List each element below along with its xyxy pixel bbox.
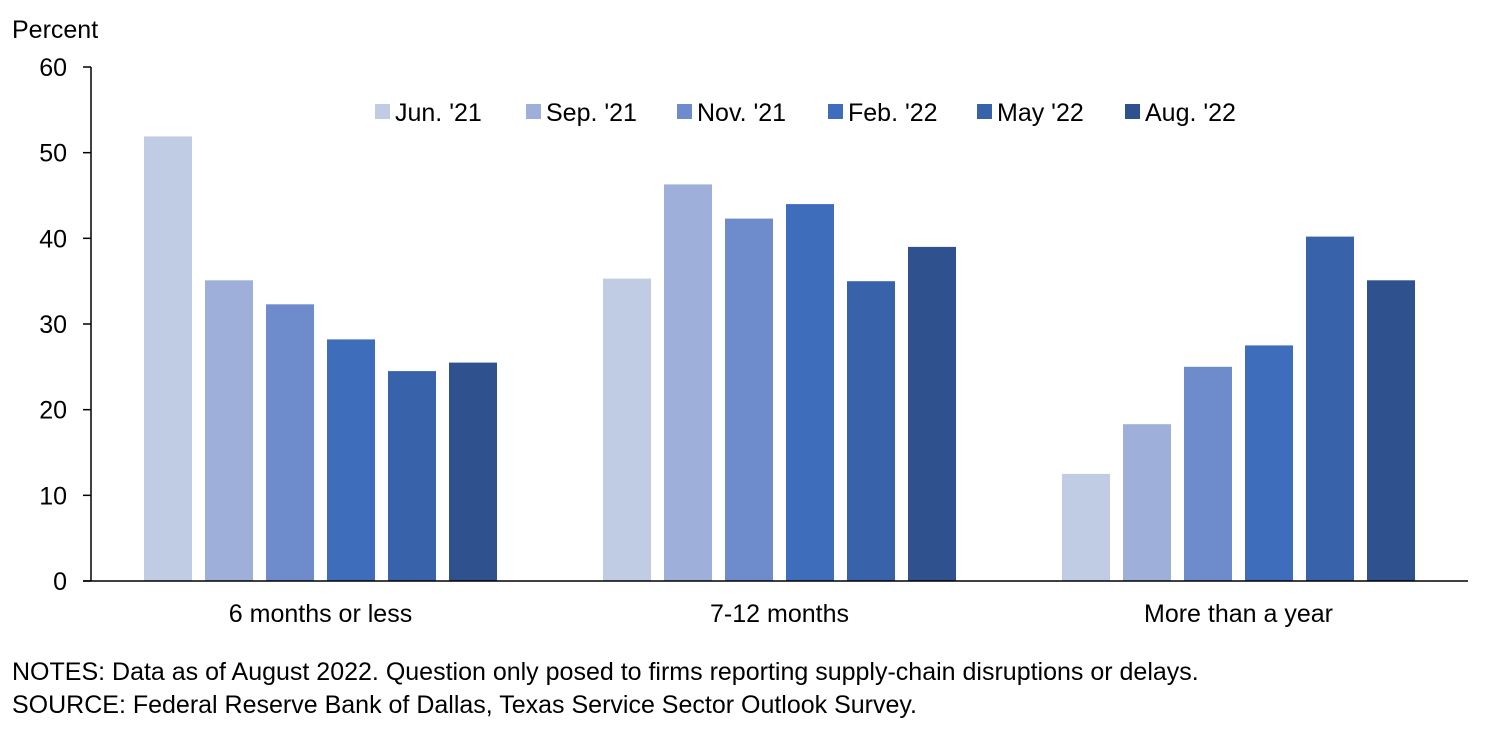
legend-swatch (977, 104, 992, 119)
y-tick-label: 30 (39, 311, 67, 339)
y-tick-label: 0 (53, 568, 67, 596)
legend-label: May '22 (997, 99, 1084, 127)
y-tick-label: 40 (39, 225, 67, 253)
bar (1306, 236, 1354, 581)
bar (664, 184, 712, 581)
legend-swatch (375, 104, 390, 119)
legend: Jun. '21 Sep. '21 Nov. '21 Feb. '22 May '22 A… (375, 99, 1236, 127)
bar (1184, 366, 1232, 581)
bar (327, 339, 375, 581)
y-tick-label: 10 (39, 482, 67, 510)
bars-layer (144, 136, 1415, 581)
x-tick-label: More than a year (1144, 600, 1333, 628)
legend-label: Feb. '22 (848, 99, 938, 127)
bar (1367, 280, 1415, 581)
legend-label: Nov. '21 (697, 99, 786, 127)
bar (388, 371, 436, 581)
y-tick-label: 50 (39, 140, 67, 168)
legend-label: Sep. '21 (546, 99, 637, 127)
y-tick-label: 60 (39, 54, 67, 82)
chart-notes: NOTES: Data as of August 2022. Question … (12, 658, 1199, 686)
legend-swatch (1125, 104, 1140, 119)
bar (786, 204, 834, 581)
bar (603, 278, 651, 581)
x-tick-label: 6 months or less (229, 600, 412, 628)
bar (449, 362, 497, 581)
x-tick-label: 7-12 months (710, 600, 849, 628)
bar (1062, 473, 1110, 581)
y-tick-label: 20 (39, 397, 67, 425)
bar (144, 136, 192, 581)
bar (847, 281, 895, 581)
bar (1245, 345, 1293, 581)
bar (908, 246, 956, 581)
chart-source: SOURCE: Federal Reserve Bank of Dallas, … (12, 691, 917, 719)
legend-swatch (828, 104, 843, 119)
bar (205, 280, 253, 581)
legend-label: Aug. '22 (1145, 99, 1236, 127)
legend-label: Jun. '21 (395, 99, 482, 127)
bar (266, 304, 314, 581)
y-axis-title: Percent (12, 16, 98, 44)
axes-layer: 0 10 20 30 40 50 60 6 months or less 7-12 months… (39, 54, 1468, 628)
bar (1123, 424, 1171, 581)
bar (725, 218, 773, 581)
legend-swatch (526, 104, 541, 119)
legend-swatch (677, 104, 692, 119)
